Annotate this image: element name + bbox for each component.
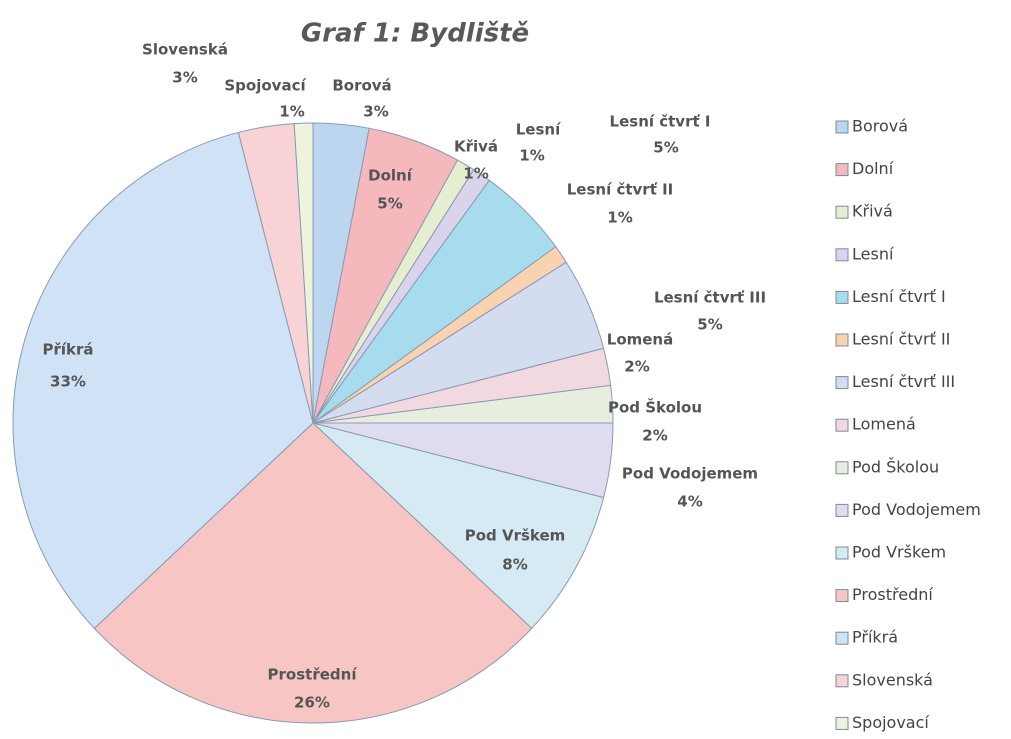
slice-label-value: 33%	[50, 373, 86, 391]
legend-swatch	[835, 546, 849, 560]
slice-label-value: 5%	[653, 139, 678, 157]
legend-label: Lesní čtvrť II	[852, 330, 950, 349]
legend-label: Spojovací	[852, 713, 929, 732]
slice-label-value: 1%	[607, 209, 632, 227]
legend-swatch	[835, 674, 849, 688]
chart-title: Graf 1: Bydliště	[301, 19, 529, 49]
legend-swatch	[835, 589, 849, 603]
legend-swatch	[835, 503, 849, 517]
legend-label: Lesní	[852, 244, 894, 263]
legend-swatch	[835, 631, 849, 645]
legend-swatch	[835, 461, 849, 475]
legend-swatch	[835, 418, 849, 432]
slice-label-value: 2%	[624, 358, 649, 376]
legend-label: Lomená	[852, 415, 916, 434]
slice-label-name: Pod Vodojemem	[622, 465, 758, 483]
slice-label-name: Lomená	[607, 331, 673, 349]
pie-slice	[93, 422, 533, 724]
legend-label: Prostřední	[852, 585, 933, 604]
slice-label-name: Spojovací	[224, 77, 306, 95]
slice-label-name: Lesní čtvrť II	[567, 181, 674, 199]
pie-slice	[12, 131, 314, 630]
legend-swatch	[835, 333, 849, 347]
legend-label: Dolní	[852, 159, 894, 178]
slice-label-value: 26%	[294, 694, 330, 712]
slice-label-name: Příkrá	[42, 341, 93, 359]
slice-label-name: Lesní čtvrť I	[610, 113, 711, 131]
legend-label: Příkrá	[852, 628, 898, 647]
pie-slice	[293, 122, 314, 424]
legend-swatch	[835, 376, 849, 390]
slice-label-value: 1%	[463, 165, 488, 183]
legend-label: Lesní čtvrť I	[852, 287, 946, 306]
slice-label-value: 2%	[642, 427, 667, 445]
slice-label-value: 4%	[677, 493, 702, 511]
legend-swatch	[835, 120, 849, 134]
slice-label-name: Slovenská	[142, 41, 228, 59]
slice-label-value: 5%	[377, 195, 402, 213]
legend-label: Lesní čtvrť III	[852, 372, 955, 391]
legend-swatch	[835, 716, 849, 730]
legend-swatch	[835, 290, 849, 304]
slice-label-value: 1%	[279, 103, 304, 121]
slice-label-value: 3%	[172, 69, 197, 87]
slice-label-name: Borová	[332, 77, 391, 95]
legend-label: Borová	[852, 117, 908, 136]
legend-label: Křivá	[852, 202, 893, 221]
slice-label-name: Lesní	[516, 121, 561, 139]
pie-slice	[312, 422, 605, 630]
legend-label: Pod Vrškem	[852, 543, 946, 562]
slice-label-name: Křivá	[454, 138, 498, 156]
slice-label-name: Prostřední	[268, 666, 358, 684]
legend-label: Pod Školou	[852, 457, 939, 476]
slice-label-name: Pod Školou	[608, 398, 702, 417]
legend-label: Slovenská	[852, 670, 933, 689]
legend-swatch	[835, 205, 849, 219]
slice-label-value: 3%	[363, 103, 388, 121]
legend-swatch	[835, 248, 849, 262]
slice-label-value: 8%	[502, 556, 527, 574]
slice-label-name: Dolní	[368, 167, 413, 185]
legend-label: Pod Vodojemem	[852, 500, 981, 519]
slice-label-name: Lesní čtvrť III	[654, 289, 766, 307]
legend-swatch	[835, 163, 849, 177]
slice-label-name: Pod Vrškem	[465, 527, 566, 545]
slice-label-value: 5%	[697, 316, 722, 334]
slice-label-value: 1%	[519, 147, 544, 165]
